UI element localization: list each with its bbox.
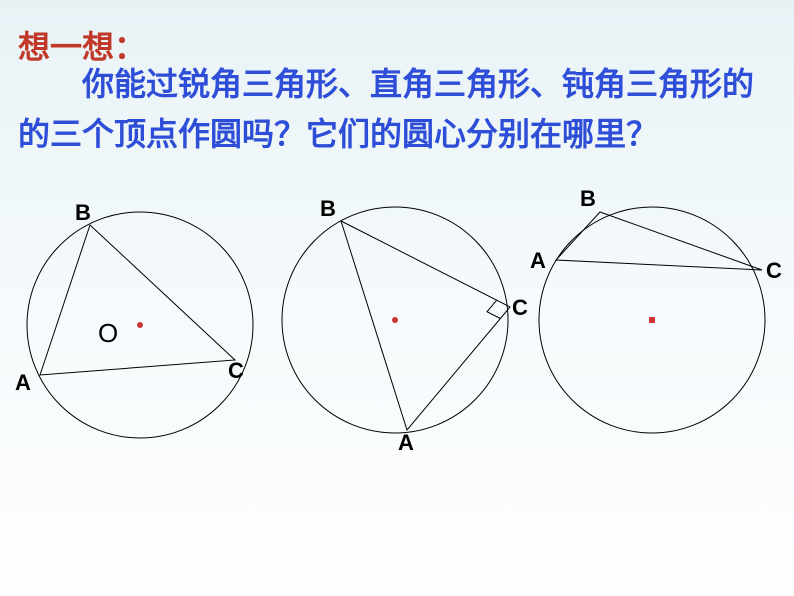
- vertex-label-b: B: [580, 186, 596, 212]
- labels-layer: ABCOABCABC: [0, 0, 794, 596]
- vertex-label-c: C: [512, 295, 528, 321]
- vertex-label-c: C: [228, 358, 244, 384]
- vertex-label-a: A: [530, 248, 546, 274]
- vertex-label-c: C: [766, 258, 782, 284]
- center-label: O: [98, 318, 118, 349]
- vertex-label-a: A: [15, 370, 31, 396]
- vertex-label-a: A: [398, 430, 414, 456]
- vertex-label-b: B: [75, 200, 91, 226]
- vertex-label-b: B: [320, 196, 336, 222]
